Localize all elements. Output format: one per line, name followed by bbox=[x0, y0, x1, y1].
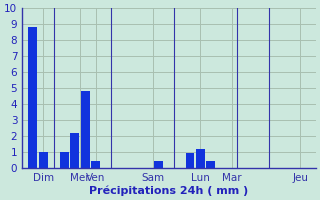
Bar bbox=[81, 91, 90, 168]
Bar bbox=[28, 27, 37, 168]
Bar bbox=[154, 161, 163, 168]
Bar bbox=[206, 161, 215, 168]
Bar bbox=[60, 152, 68, 168]
Bar bbox=[39, 152, 48, 168]
Bar bbox=[196, 149, 205, 168]
Bar bbox=[70, 133, 79, 168]
Bar bbox=[91, 161, 100, 168]
Bar bbox=[186, 153, 195, 168]
X-axis label: Précipitations 24h ( mm ): Précipitations 24h ( mm ) bbox=[89, 185, 249, 196]
